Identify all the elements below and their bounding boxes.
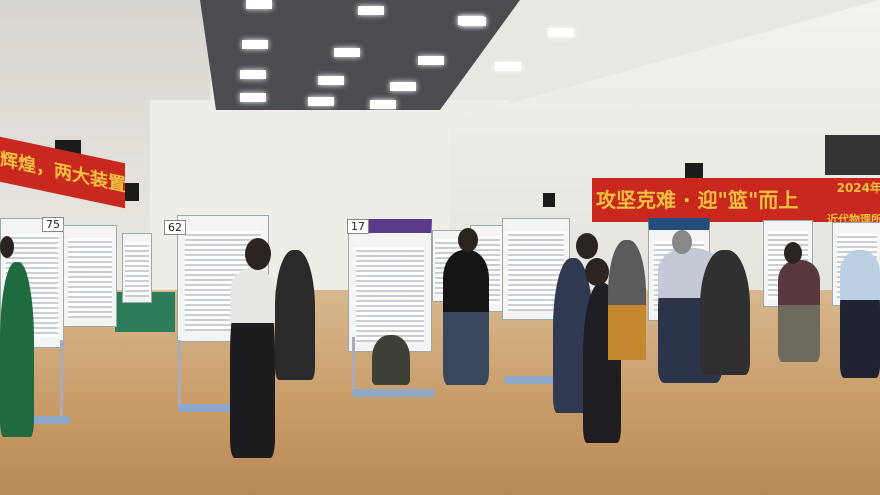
person [443, 250, 489, 385]
person [700, 250, 750, 375]
person [372, 335, 410, 385]
person [608, 240, 646, 360]
speaker-icon [123, 183, 139, 201]
person [778, 260, 820, 362]
poster-board [63, 225, 117, 327]
poster-number: 75 [42, 217, 64, 232]
poster-number: 17 [347, 219, 369, 234]
person [230, 268, 275, 458]
window [825, 135, 880, 175]
banner-right: 攻坚克难 · 迎"篮"而上 2024年 近代物理所 [592, 178, 880, 222]
poster-board [122, 233, 152, 303]
person [0, 262, 34, 437]
poster-number: 62 [164, 220, 186, 235]
poster-board [348, 219, 432, 352]
person [840, 250, 880, 378]
person [275, 250, 315, 380]
speaker-icon [543, 193, 555, 207]
